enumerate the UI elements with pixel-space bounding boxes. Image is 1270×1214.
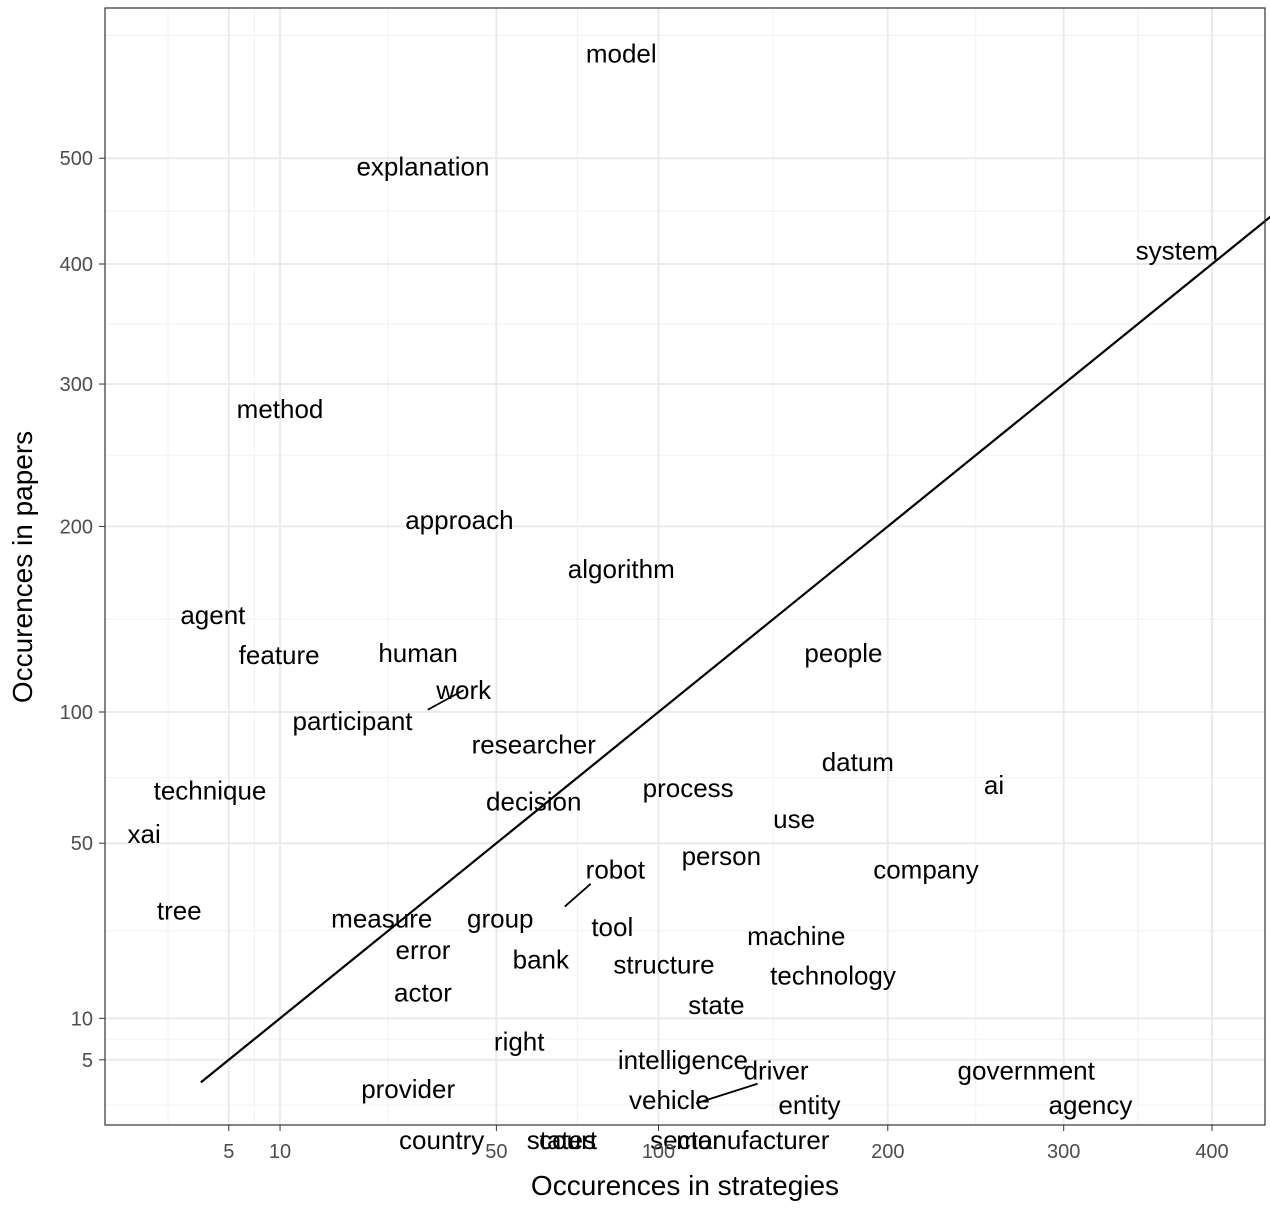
leader-line-work (427, 689, 465, 711)
point-label-robot: robot (586, 855, 646, 885)
point-label-use: use (773, 804, 815, 834)
point-label-agent: agent (180, 600, 246, 630)
point-label-provider: provider (361, 1074, 455, 1104)
point-label-approach: approach (405, 505, 513, 535)
point-label-model: model (586, 39, 657, 69)
reference-line-group (200, 215, 1270, 1084)
point-label-feature: feature (239, 640, 320, 670)
point-label-technique: technique (154, 776, 267, 806)
y-tick-label: 50 (71, 833, 93, 855)
point-label-tool: tool (591, 912, 633, 942)
point-label-entity: entity (778, 1090, 840, 1120)
point-label-country: country (399, 1125, 484, 1155)
point-label-people: people (804, 638, 882, 668)
y-tick-label: 5 (82, 1050, 93, 1072)
point-label-intelligence: intelligence (618, 1045, 748, 1075)
x-axis-ticks: 5 10 50 100 200 300 400 (223, 1125, 1229, 1163)
point-label-process: process (643, 773, 734, 803)
point-label-method: method (237, 394, 324, 424)
point-label-measure: measure (331, 904, 432, 934)
point-label-person: person (682, 841, 762, 871)
point-label-driver: driver (744, 1055, 809, 1085)
point-label-algorithm: algorithm (568, 554, 675, 584)
point-label-bank: bank (513, 945, 570, 975)
y-tick-label: 300 (60, 374, 93, 396)
plot-panel-border (104, 7, 1266, 1126)
plot-panel-background (105, 8, 1265, 1125)
x-tick-label: 200 (871, 1141, 904, 1163)
point-label-tree: tree (157, 896, 202, 926)
y-tick-label: 400 (60, 254, 93, 276)
point-label-ai: ai (984, 770, 1004, 800)
point-label-state: state (688, 990, 744, 1020)
y-axis-ticks: 5 10 50 100 200 300 400 500 (60, 148, 105, 1072)
point-label-error: error (396, 935, 451, 965)
y-tick-label: 200 (60, 516, 93, 538)
point-label-government: government (958, 1055, 1096, 1085)
point-label-states: states (527, 1125, 596, 1155)
point-label-explanation: explanation (356, 151, 489, 181)
point-label-group: group (467, 904, 534, 934)
point-label-machine: machine (747, 921, 845, 951)
point-label-structure: structure (613, 950, 714, 980)
y-tick-label: 10 (71, 1008, 93, 1030)
point-label-court: court (539, 1125, 598, 1155)
x-tick-label: 5 (223, 1141, 234, 1163)
point-label-company: company (873, 855, 979, 885)
leader-line-intelligence (695, 1082, 758, 1105)
point-label-xai: xai (128, 819, 161, 849)
x-tick-label: 10 (269, 1141, 291, 1163)
point-label-decision: decision (486, 787, 581, 817)
y-tick-label: 500 (60, 148, 93, 170)
x-axis-title: Occurences in strategies (531, 1170, 839, 1201)
point-label-technology: technology (770, 960, 896, 990)
y-axis-title: Occurences in papers (7, 431, 38, 703)
point-label-researcher: researcher (472, 730, 597, 760)
point-label-work: work (435, 675, 492, 705)
y-tick-label: 100 (60, 702, 93, 724)
x-tick-label: 100 (642, 1141, 675, 1163)
x-tick-label: 50 (485, 1141, 507, 1163)
x-tick-label: 300 (1047, 1141, 1080, 1163)
point-label-sector: sector (650, 1125, 721, 1155)
point-label-agency: agency (1049, 1090, 1133, 1120)
minor-gridlines (105, 8, 1265, 1125)
leader-lines-group (427, 689, 758, 1105)
reference-line (200, 215, 1270, 1084)
leader-line-group (564, 883, 592, 908)
point-label-participant: participant (293, 706, 414, 736)
point-label-actor: actor (394, 977, 452, 1007)
point-label-datum: datum (822, 747, 894, 777)
point-label-manufacturer: manufacturer (676, 1125, 830, 1155)
point-label-right: right (494, 1026, 545, 1056)
major-gridlines (105, 8, 1265, 1125)
point-label-vehicle: vehicle (629, 1085, 710, 1115)
point-label-system: system (1136, 236, 1218, 266)
word-labels-group: usermodelexplanationsystemmethodapproach… (128, 39, 1219, 1155)
point-label-human: human (378, 638, 458, 668)
x-tick-label: 400 (1195, 1141, 1228, 1163)
